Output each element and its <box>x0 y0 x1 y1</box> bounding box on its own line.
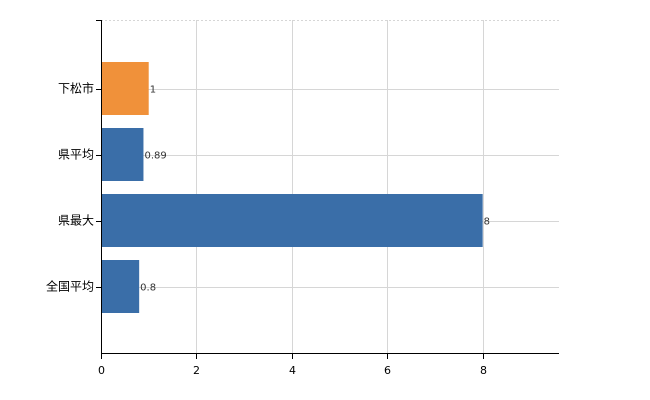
x-tick-label: 2 <box>193 364 200 377</box>
data-label: 1 <box>150 85 156 96</box>
category-label: 県最大 <box>58 214 94 228</box>
data-label: 0.8 <box>140 283 156 294</box>
category-label: 県平均 <box>58 148 94 162</box>
x-tick-label: 0 <box>98 364 105 377</box>
bar <box>101 260 140 313</box>
axes <box>101 20 559 354</box>
bar <box>101 194 483 247</box>
bar <box>101 62 149 115</box>
x-tick-label: 6 <box>384 364 391 377</box>
bars <box>101 62 483 313</box>
category-label: 下松市 <box>58 81 94 96</box>
data-label: 0.89 <box>144 151 166 162</box>
bar <box>101 128 144 181</box>
category-label: 全国平均 <box>46 279 94 294</box>
grid <box>101 20 559 353</box>
x-tick-label: 4 <box>289 364 296 377</box>
data-label: 8 <box>484 217 490 228</box>
x-tick-label: 8 <box>480 364 487 377</box>
